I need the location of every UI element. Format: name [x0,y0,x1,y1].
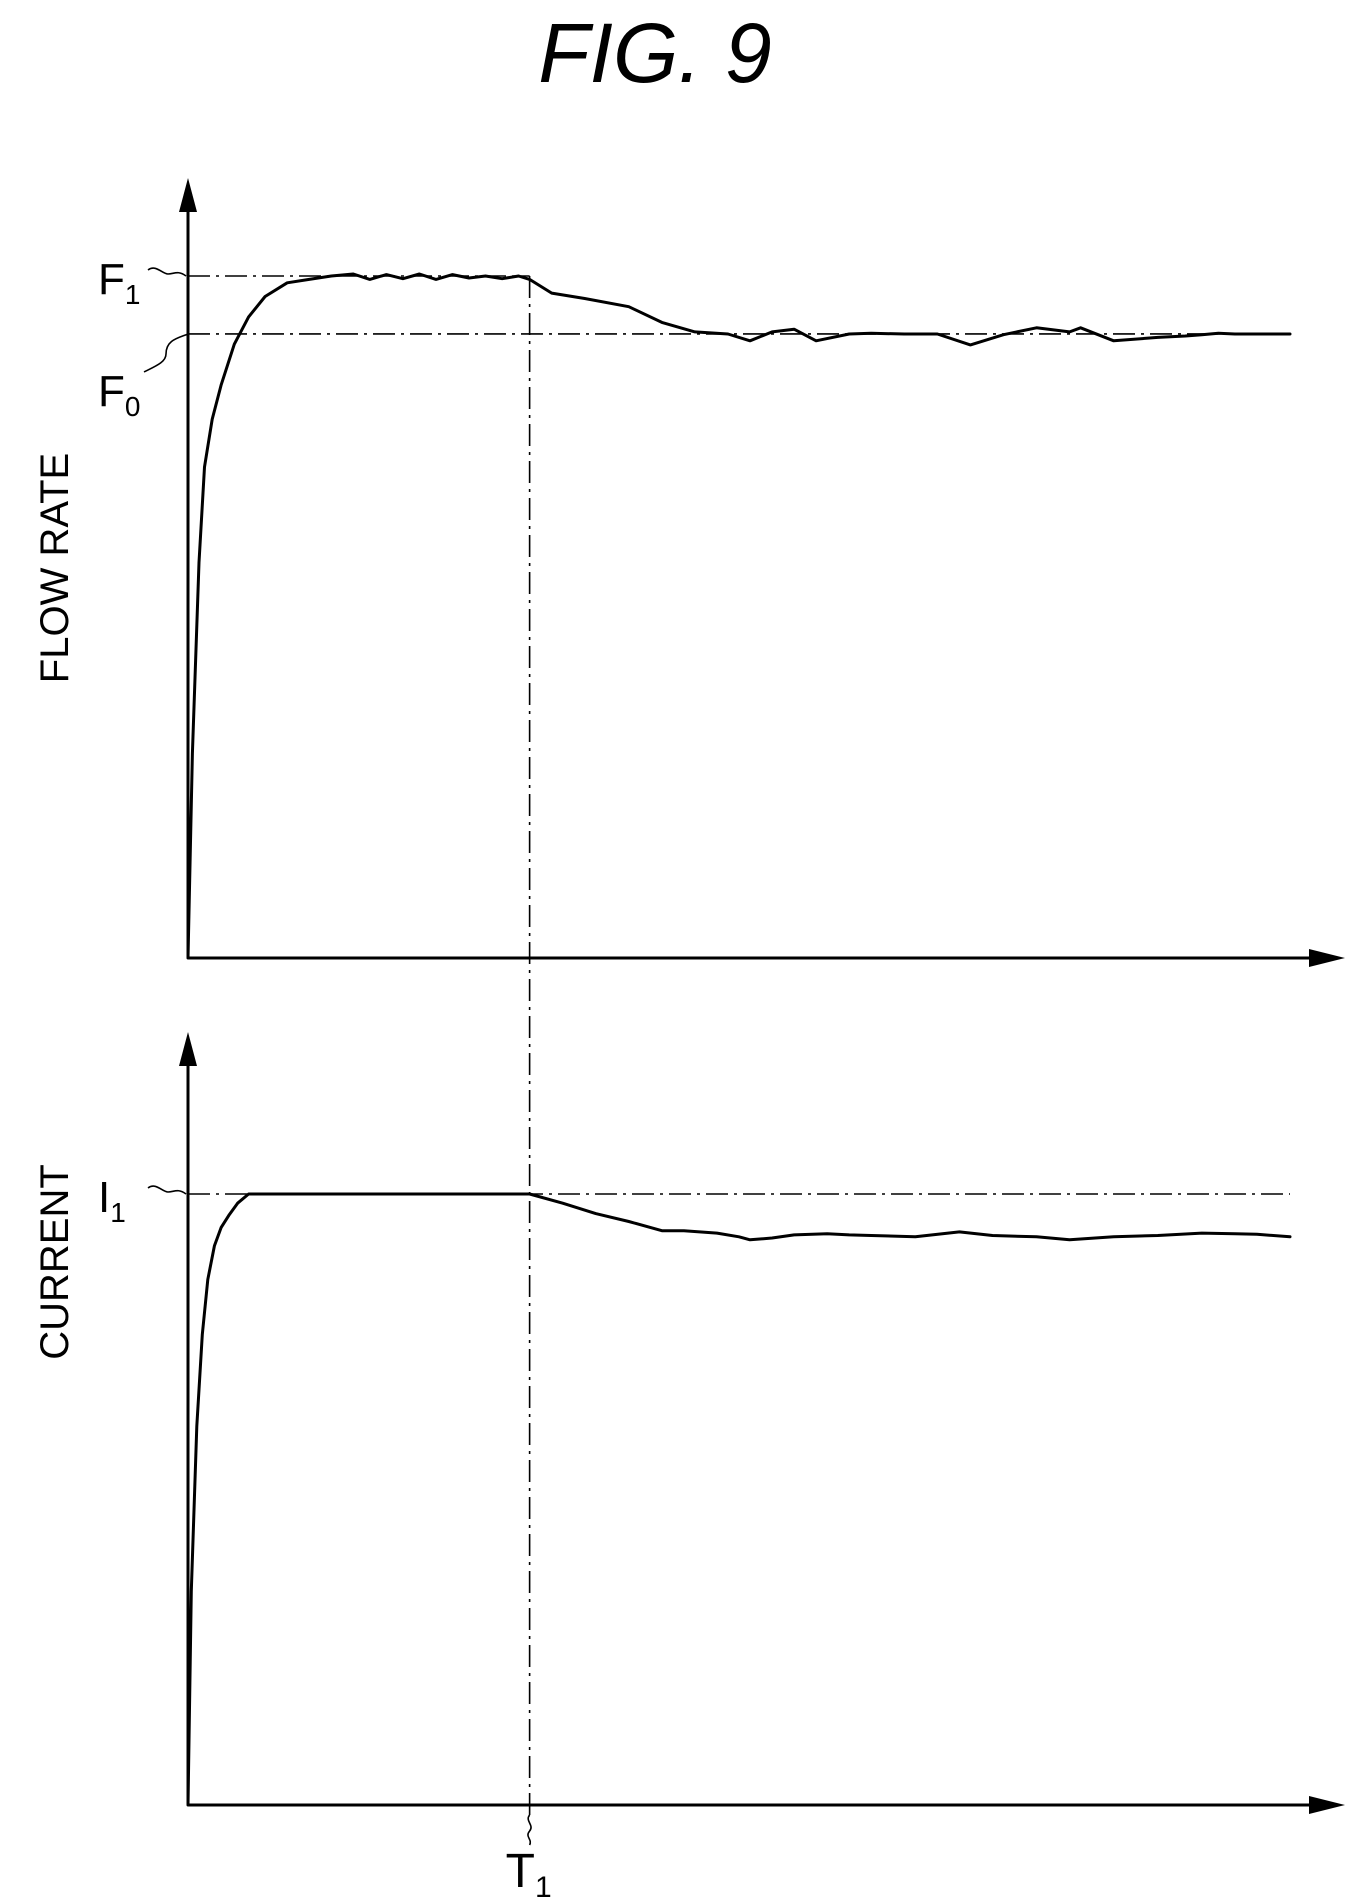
series-line-0 [186,1192,1292,1807]
reference-label-f0: F0 [98,367,140,422]
reference-leader [147,1185,187,1195]
y-axis-label: FLOW RATE [33,453,77,683]
x-axis-arrow [1309,1796,1345,1814]
reference-leader [143,333,189,373]
current-chart: CURRENT I1 [33,1032,1345,1814]
flow-rate-chart: FLOW RATE F1 F0 [33,178,1345,967]
marker-leader [527,1814,532,1846]
t1-marker-group: T1 [506,276,552,1903]
y-axis-arrow [179,178,197,212]
x-axis-arrow [1309,949,1345,967]
reference-label-f1: F1 [98,255,140,310]
y-axis-arrow [179,1032,197,1066]
marker-label-t1: T1 [506,1845,552,1903]
series-line-0 [186,272,1292,960]
figure-title: FIG. 9 [538,6,771,100]
reference-leader [147,267,187,277]
reference-label-i1: I1 [98,1173,126,1228]
y-axis-label: CURRENT [33,1164,77,1360]
